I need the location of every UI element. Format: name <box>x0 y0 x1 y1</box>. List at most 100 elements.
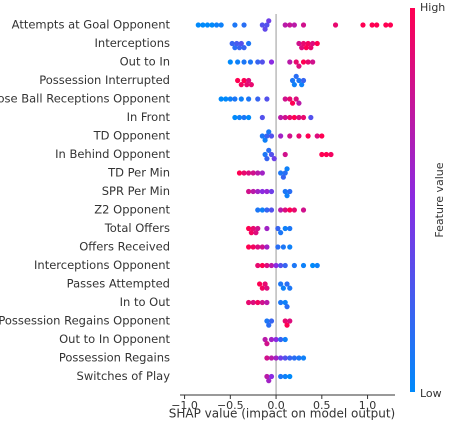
dot <box>300 207 307 213</box>
dot <box>241 114 247 121</box>
dot <box>255 59 261 65</box>
x-tick-label: −1.0 <box>171 399 198 412</box>
dot <box>247 59 254 65</box>
dot <box>278 262 284 269</box>
dot <box>287 244 293 250</box>
dot <box>268 133 275 139</box>
feature-label: SPR Per Min <box>102 184 170 198</box>
dot <box>282 96 288 102</box>
dot <box>241 77 247 84</box>
dot <box>236 45 243 51</box>
dot <box>264 96 270 102</box>
dot <box>262 26 268 32</box>
dot <box>264 207 270 213</box>
feature-label: In Front <box>127 110 171 124</box>
dot <box>264 244 270 250</box>
dot <box>241 59 247 65</box>
dot <box>300 40 307 47</box>
dot <box>218 96 224 102</box>
dot <box>268 318 275 324</box>
dot <box>293 73 299 79</box>
dot <box>268 336 275 343</box>
dot <box>255 244 261 250</box>
dot <box>296 355 302 361</box>
dot <box>262 281 268 287</box>
dot <box>246 225 252 232</box>
dot <box>293 59 299 65</box>
dot <box>209 22 215 28</box>
dot <box>266 322 272 328</box>
dot <box>253 230 259 236</box>
dot <box>278 230 284 236</box>
dot <box>259 133 265 139</box>
dot <box>296 77 302 84</box>
x-tick-label: −0.5 <box>217 399 244 412</box>
dot <box>300 77 307 84</box>
colorbar <box>410 8 415 392</box>
dot <box>291 114 297 121</box>
dot <box>332 22 339 28</box>
dot <box>314 133 320 139</box>
dot <box>287 225 293 232</box>
dot <box>262 137 268 143</box>
dot <box>271 156 277 162</box>
dot <box>387 22 394 28</box>
dot <box>319 151 325 158</box>
dot <box>282 151 288 158</box>
dot <box>280 174 286 180</box>
dot <box>259 244 265 250</box>
dot <box>278 373 284 380</box>
feature-label: Z2 Opponent <box>94 203 170 217</box>
dot <box>259 285 265 291</box>
dot <box>236 114 243 121</box>
dot <box>300 262 307 269</box>
dot <box>255 96 261 102</box>
dot <box>227 96 233 102</box>
dot <box>223 96 229 102</box>
dot <box>305 133 311 139</box>
dot <box>278 281 284 287</box>
dot <box>282 336 288 343</box>
dot <box>310 40 316 47</box>
dot <box>360 22 366 28</box>
dot <box>291 262 297 269</box>
x-tick-label: 0.5 <box>313 399 331 412</box>
dot <box>278 170 284 176</box>
dot <box>264 22 270 28</box>
dot <box>236 170 243 176</box>
dot <box>259 262 265 269</box>
dot <box>264 299 270 306</box>
dot <box>323 151 329 158</box>
dot <box>250 170 256 176</box>
dot <box>264 355 270 361</box>
dot <box>287 133 293 139</box>
dot <box>284 304 290 310</box>
dot <box>235 77 241 84</box>
dot <box>264 373 270 380</box>
dot <box>264 341 270 347</box>
dot <box>264 133 270 139</box>
dot <box>275 244 281 250</box>
dot <box>266 129 272 135</box>
dot <box>314 262 320 269</box>
dot <box>246 244 252 250</box>
dot <box>232 22 238 28</box>
feature-label: In to Out <box>120 295 171 309</box>
dot <box>383 22 389 28</box>
dot <box>227 59 233 65</box>
dot <box>255 188 261 195</box>
feature-label: Switches of Play <box>77 369 171 383</box>
dot <box>246 40 252 47</box>
dot <box>264 262 270 269</box>
dot <box>268 207 275 213</box>
feature-label: Attempts at Goal Opponent <box>12 18 171 32</box>
dot <box>238 40 244 47</box>
dot <box>273 336 279 343</box>
feature-label: Out to In <box>120 55 170 69</box>
dot <box>282 318 288 324</box>
dot <box>250 299 256 306</box>
dot <box>369 22 375 28</box>
dot <box>234 40 240 47</box>
dot <box>232 96 238 102</box>
dot <box>255 225 261 232</box>
